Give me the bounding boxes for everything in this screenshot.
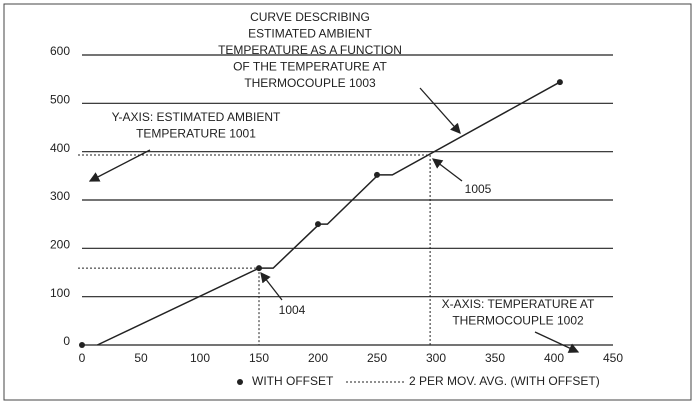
x-tick-label: 450 (603, 351, 623, 365)
x-tick-label: 100 (190, 351, 210, 365)
marker-label: 1004 (279, 303, 306, 317)
y-tick-label: 100 (50, 286, 70, 300)
point (79, 342, 85, 348)
x-tick-label: 0 (79, 351, 86, 365)
annotation: CURVE DESCRIBING (250, 10, 370, 24)
x-tick-label: 250 (367, 351, 387, 365)
annotation: TEMPERATURE 1001 (136, 127, 256, 141)
legend-label: WITH OFFSET (252, 374, 334, 388)
annotation: THERMOCOUPLE 1002 (452, 314, 584, 328)
y-tick-label: 400 (50, 141, 70, 155)
marker-label: 1005 (465, 182, 492, 196)
x-tick-label: 350 (485, 351, 505, 365)
annotation: Y-AXIS: ESTIMATED AMBIENT (112, 110, 281, 124)
x-tick-label: 150 (249, 351, 269, 365)
x-tick-label: 300 (426, 351, 446, 365)
y-tick-label: 500 (50, 93, 70, 107)
x-tick-label: 50 (134, 351, 148, 365)
annotation: OF THE TEMPERATURE AT (233, 60, 387, 74)
y-tick-label: 600 (50, 44, 70, 58)
y-tick-label: 300 (50, 189, 70, 203)
legend-label: 2 PER MOV. AVG. (WITH OFFSET) (409, 374, 600, 388)
annotation: ESTIMATED AMBIENT (248, 27, 372, 41)
annotation: TEMPERATURE AS A FUNCTION (218, 43, 402, 57)
legend-marker (237, 379, 243, 385)
y-tick-label: 200 (50, 238, 70, 252)
annotation: THERMOCOUPLE 1003 (244, 76, 376, 90)
x-tick-label: 400 (544, 351, 564, 365)
x-tick-label: 200 (308, 351, 328, 365)
annotation: X-AXIS: TEMPERATURE AT (442, 297, 595, 311)
y-tick-label: 0 (63, 334, 70, 348)
